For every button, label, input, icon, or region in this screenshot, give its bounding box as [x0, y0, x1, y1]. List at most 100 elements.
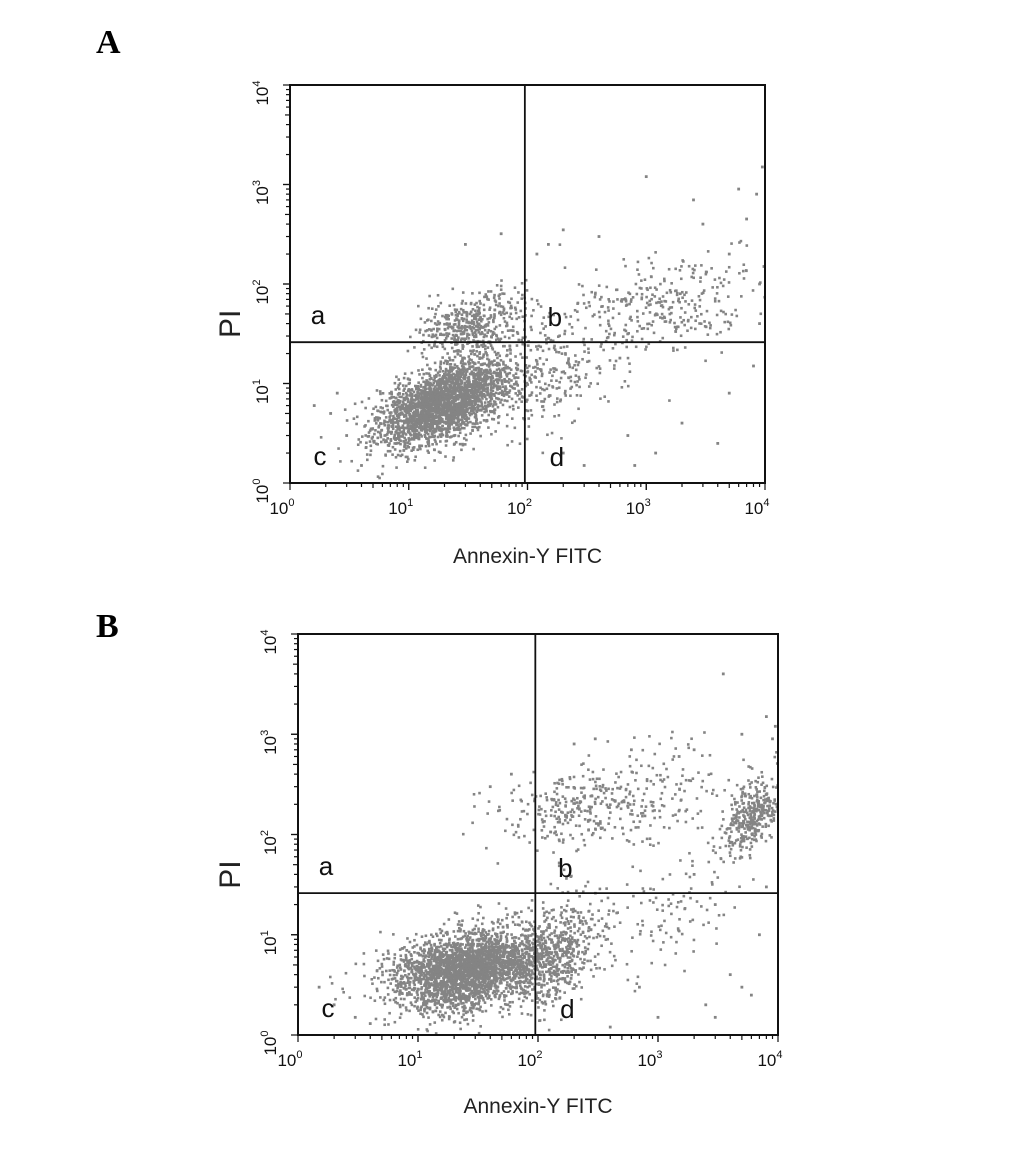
data-point: [654, 286, 657, 289]
data-point: [403, 449, 406, 452]
data-point: [607, 400, 610, 403]
data-point: [477, 388, 480, 391]
data-point: [607, 309, 610, 312]
data-point: [559, 243, 562, 246]
data-point: [722, 285, 725, 288]
data-point: [433, 344, 436, 347]
data-point: [723, 321, 726, 324]
data-point: [490, 433, 493, 436]
data-point: [357, 438, 360, 441]
data-point: [708, 322, 711, 325]
data-point: [450, 374, 453, 377]
data-point: [363, 952, 366, 955]
data-point: [692, 272, 695, 275]
data-point: [476, 373, 479, 376]
data-point: [486, 318, 489, 321]
data-point: [392, 933, 395, 936]
data-point: [536, 399, 539, 402]
data-point: [496, 364, 499, 367]
data-point: [468, 322, 471, 325]
data-point: [668, 268, 671, 271]
data-point: [705, 273, 708, 276]
data-point: [510, 379, 513, 382]
data-point: [507, 373, 510, 376]
data-point: [544, 325, 547, 328]
data-point: [569, 315, 572, 318]
plot-frame-a: [290, 85, 765, 483]
data-point: [710, 267, 713, 270]
data-point: [375, 416, 378, 419]
data-point: [415, 412, 418, 415]
data-point: [502, 404, 505, 407]
data-point: [546, 387, 549, 390]
data-point: [494, 351, 497, 354]
data-point: [382, 392, 385, 395]
data-point: [737, 188, 740, 191]
data-point: [548, 384, 551, 387]
data-point: [699, 299, 702, 302]
data-point: [462, 320, 465, 323]
data-point: [561, 352, 564, 355]
data-point: [381, 971, 384, 974]
data-point: [516, 301, 519, 304]
data-point: [661, 337, 664, 340]
data-point: [649, 286, 652, 289]
data-point: [479, 1006, 482, 1009]
data-point: [495, 403, 498, 406]
data-point: [506, 375, 509, 378]
data-point: [350, 460, 353, 463]
plot-panel-a: 100 101 102 103 104100101102103104Annexin-Y …: [214, 80, 770, 568]
data-point: [540, 400, 543, 403]
data-point: [388, 419, 391, 422]
data-point: [530, 409, 533, 412]
data-point: [415, 329, 418, 332]
data-point: [483, 314, 486, 317]
data-point: [429, 374, 432, 377]
data-point: [492, 372, 495, 375]
data-point: [413, 406, 416, 409]
data-point: [412, 412, 415, 415]
data-point: [435, 933, 438, 936]
data-point: [511, 317, 514, 320]
data-point: [727, 295, 730, 298]
data-point: [449, 436, 452, 439]
data-point: [378, 417, 381, 420]
data-point: [439, 396, 442, 399]
data-point: [472, 422, 475, 425]
data-point: [574, 381, 577, 384]
data-point: [641, 293, 644, 296]
data-point: [477, 361, 480, 364]
data-point: [618, 312, 621, 315]
data-point: [398, 429, 401, 432]
data-point: [439, 393, 442, 396]
data-point: [584, 327, 587, 330]
data-point: [603, 395, 606, 398]
data-point: [684, 300, 687, 303]
y-tick-label: 103: [251, 180, 272, 205]
data-point: [694, 309, 697, 312]
data-point: [595, 367, 598, 370]
data-point: [517, 339, 520, 342]
data-point: [530, 326, 533, 329]
data-point: [596, 382, 599, 385]
data-point: [433, 387, 436, 390]
data-point: [668, 399, 671, 402]
data-point: [598, 284, 601, 287]
data-point: [687, 303, 690, 306]
data-point: [699, 276, 702, 279]
data-point: [685, 291, 688, 294]
data-point: [388, 442, 391, 445]
data-point: [470, 311, 473, 314]
data-point: [481, 326, 484, 329]
data-point: [669, 319, 672, 322]
data-point: [541, 452, 544, 455]
data-point: [499, 401, 502, 404]
data-point: [481, 357, 484, 360]
data-point: [709, 324, 712, 327]
data-point: [516, 384, 519, 387]
data-point: [395, 401, 398, 404]
data-point: [527, 344, 530, 347]
data-point: [529, 379, 532, 382]
data-point: [431, 307, 434, 310]
data-point: [473, 376, 476, 379]
